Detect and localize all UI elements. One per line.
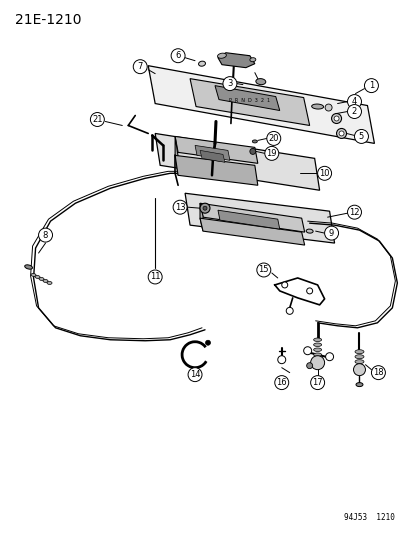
- Circle shape: [306, 288, 312, 294]
- Circle shape: [38, 228, 52, 242]
- Circle shape: [353, 364, 365, 376]
- Ellipse shape: [252, 140, 257, 143]
- Circle shape: [347, 94, 361, 109]
- Circle shape: [324, 104, 331, 111]
- Circle shape: [347, 104, 361, 118]
- Circle shape: [370, 366, 385, 379]
- Polygon shape: [195, 146, 229, 160]
- Circle shape: [325, 353, 333, 361]
- Text: 19: 19: [266, 149, 276, 158]
- Polygon shape: [214, 86, 279, 110]
- Circle shape: [331, 114, 341, 124]
- Ellipse shape: [43, 279, 48, 282]
- Ellipse shape: [31, 273, 36, 277]
- Circle shape: [285, 308, 292, 314]
- Polygon shape: [175, 136, 257, 163]
- Text: 12: 12: [349, 208, 359, 217]
- Circle shape: [133, 60, 147, 74]
- Circle shape: [199, 203, 209, 213]
- Text: 20: 20: [268, 134, 278, 143]
- Text: 4: 4: [351, 97, 356, 106]
- Ellipse shape: [313, 343, 321, 346]
- Polygon shape: [175, 136, 178, 175]
- Polygon shape: [175, 156, 257, 185]
- Polygon shape: [185, 193, 334, 243]
- Ellipse shape: [198, 61, 205, 66]
- Polygon shape: [199, 150, 224, 163]
- Circle shape: [90, 112, 104, 126]
- Circle shape: [223, 77, 236, 91]
- Circle shape: [256, 263, 270, 277]
- Circle shape: [264, 147, 278, 160]
- Circle shape: [205, 340, 210, 345]
- Ellipse shape: [47, 281, 52, 285]
- Circle shape: [171, 49, 185, 63]
- Circle shape: [310, 376, 324, 390]
- Circle shape: [333, 116, 338, 121]
- Text: 15: 15: [258, 265, 268, 274]
- Circle shape: [249, 148, 255, 155]
- Text: 7: 7: [137, 62, 142, 71]
- Circle shape: [277, 356, 285, 364]
- Text: 6: 6: [175, 51, 180, 60]
- Text: 1: 1: [368, 81, 373, 90]
- Text: 10: 10: [318, 169, 329, 178]
- Ellipse shape: [313, 338, 321, 342]
- Ellipse shape: [355, 383, 362, 386]
- Ellipse shape: [249, 58, 255, 62]
- Polygon shape: [190, 79, 309, 125]
- Circle shape: [354, 130, 368, 143]
- Circle shape: [148, 270, 162, 284]
- Circle shape: [281, 282, 287, 288]
- Circle shape: [303, 347, 311, 354]
- Polygon shape: [199, 203, 304, 232]
- Circle shape: [173, 200, 187, 214]
- Polygon shape: [217, 53, 254, 68]
- Text: 13: 13: [174, 203, 185, 212]
- Circle shape: [266, 132, 280, 146]
- Ellipse shape: [25, 265, 32, 269]
- Ellipse shape: [354, 354, 363, 359]
- Polygon shape: [217, 210, 279, 229]
- Ellipse shape: [306, 229, 312, 233]
- Text: 14: 14: [189, 370, 200, 379]
- Circle shape: [317, 166, 331, 180]
- Polygon shape: [148, 66, 373, 143]
- Text: 17: 17: [311, 378, 322, 387]
- Text: 2: 2: [351, 107, 356, 116]
- Text: 16: 16: [276, 378, 286, 387]
- Text: 21: 21: [92, 115, 102, 124]
- Text: 8: 8: [43, 231, 48, 240]
- Circle shape: [202, 206, 206, 210]
- Ellipse shape: [217, 53, 226, 58]
- Circle shape: [347, 205, 361, 219]
- Text: 18: 18: [372, 368, 383, 377]
- Text: 21E-1210: 21E-1210: [14, 13, 81, 27]
- Circle shape: [338, 131, 343, 136]
- Circle shape: [336, 128, 346, 139]
- Circle shape: [188, 368, 202, 382]
- Circle shape: [306, 362, 312, 369]
- Polygon shape: [199, 218, 304, 245]
- Circle shape: [274, 376, 288, 390]
- Text: 94J53  1210: 94J53 1210: [344, 513, 394, 522]
- Polygon shape: [199, 203, 202, 231]
- Text: P  R  N  D  3  2  1: P R N D 3 2 1: [229, 98, 270, 102]
- Ellipse shape: [35, 276, 40, 278]
- Circle shape: [310, 356, 324, 370]
- Text: 11: 11: [150, 272, 160, 281]
- Circle shape: [363, 79, 377, 93]
- Ellipse shape: [354, 350, 363, 354]
- Ellipse shape: [255, 78, 265, 85]
- Text: 5: 5: [358, 132, 363, 141]
- Ellipse shape: [313, 348, 321, 351]
- Ellipse shape: [354, 360, 363, 364]
- Text: 9: 9: [328, 229, 333, 238]
- Ellipse shape: [39, 278, 44, 280]
- Ellipse shape: [313, 353, 321, 357]
- Ellipse shape: [311, 104, 323, 109]
- Polygon shape: [155, 133, 319, 190]
- Text: 3: 3: [227, 79, 232, 88]
- Circle shape: [324, 226, 338, 240]
